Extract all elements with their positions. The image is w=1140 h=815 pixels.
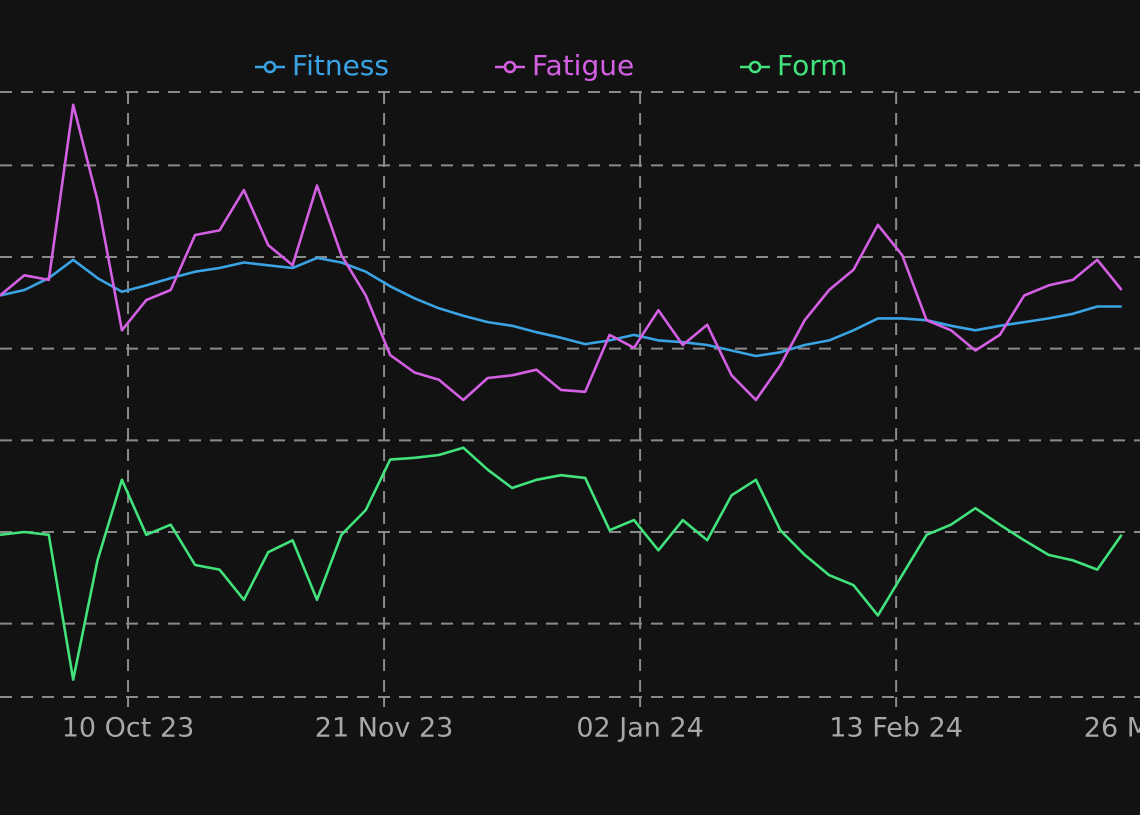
legend-label: Fatigue xyxy=(532,49,634,82)
legend: Fitness Fatigue Form xyxy=(255,49,848,82)
x-tick-label: 26 Mar 24 xyxy=(1084,713,1140,744)
legend-label: Form xyxy=(777,49,848,82)
series-line xyxy=(0,103,1123,402)
legend-item[interactable]: Fitness xyxy=(255,49,389,82)
x-tick-label: 10 Oct 23 xyxy=(62,713,195,744)
series-line xyxy=(0,256,1122,358)
x-tick-label: 02 Jan 24 xyxy=(576,713,704,744)
legend-item[interactable]: Form xyxy=(740,49,848,82)
x-tick-label: 21 Nov 23 xyxy=(315,713,454,744)
series-line xyxy=(0,446,1123,681)
grid: 10 Oct 23 21 Nov 23 02 Jan 24 13 Feb 24 26 M… xyxy=(0,92,1140,744)
x-tick-label: 13 Feb 24 xyxy=(829,713,963,744)
legend-item[interactable]: Fatigue xyxy=(495,49,634,82)
legend-marker xyxy=(263,60,277,74)
lines xyxy=(0,103,1123,681)
legend-marker xyxy=(503,60,517,74)
legend-marker xyxy=(748,60,762,74)
legend-label: Fitness xyxy=(292,49,389,82)
